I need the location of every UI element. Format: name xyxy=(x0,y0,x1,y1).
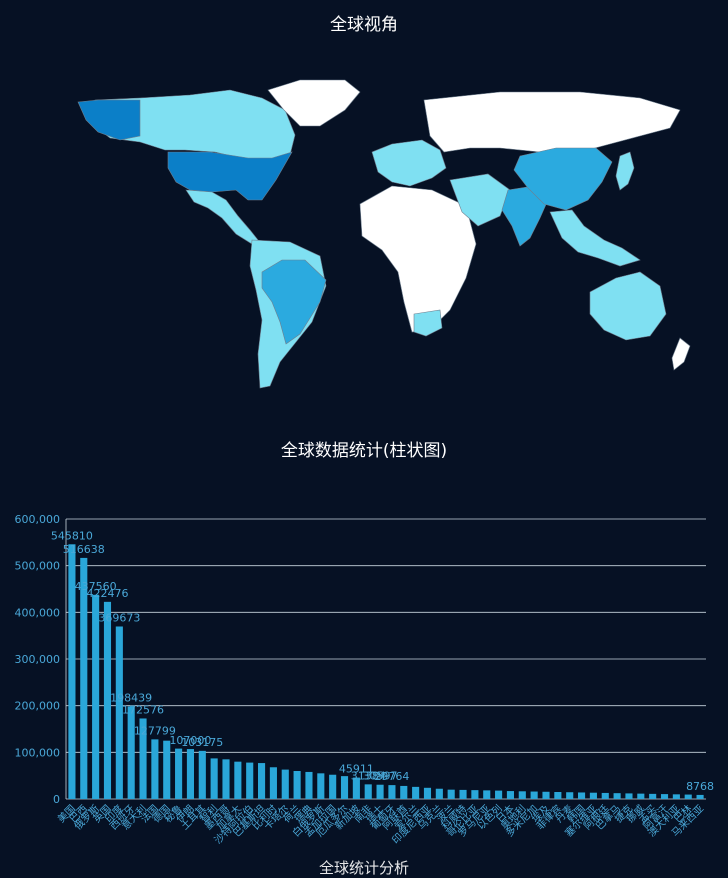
bar xyxy=(495,790,503,799)
bar xyxy=(613,793,621,799)
y-tick-label: 100,000 xyxy=(15,746,61,759)
bar xyxy=(175,748,183,799)
bar xyxy=(684,794,692,799)
bar xyxy=(163,740,171,799)
y-tick-label: 400,000 xyxy=(15,606,61,619)
bar xyxy=(80,557,88,799)
bar xyxy=(447,789,455,799)
bar xyxy=(364,784,372,799)
data-label: 8768 xyxy=(686,780,714,793)
map-region-australia[interactable] xyxy=(589,271,667,341)
data-label: 107000 xyxy=(169,734,211,747)
bar xyxy=(412,786,420,799)
data-label: 45911 xyxy=(339,763,374,776)
map-region-africa[interactable] xyxy=(359,185,477,333)
map-title: 全球视角 xyxy=(330,15,398,35)
bar xyxy=(186,749,194,799)
bar xyxy=(115,626,123,799)
data-label: 31384 xyxy=(351,769,386,782)
bar xyxy=(210,758,218,799)
bar xyxy=(127,706,135,799)
map-region-middle-east[interactable] xyxy=(449,173,511,227)
bar xyxy=(68,544,76,799)
bar xyxy=(471,790,479,799)
y-tick-label: 0 xyxy=(53,793,60,806)
data-label: 103175 xyxy=(181,736,223,749)
data-label: 422476 xyxy=(86,587,128,600)
map-region-united-states[interactable] xyxy=(167,151,293,201)
data-label: 369673 xyxy=(98,611,140,624)
bar xyxy=(578,792,586,799)
bar xyxy=(530,791,538,799)
map-region-alaska[interactable] xyxy=(77,99,141,141)
bar xyxy=(566,792,574,799)
bar xyxy=(305,771,313,799)
bar xyxy=(269,767,277,799)
bar xyxy=(589,792,597,799)
bar xyxy=(329,774,337,799)
bar xyxy=(234,761,242,799)
map-region-russia[interactable] xyxy=(423,91,681,153)
bar xyxy=(293,771,301,799)
bar xyxy=(483,790,491,799)
world-map[interactable] xyxy=(0,40,728,400)
bar xyxy=(601,792,609,799)
bar xyxy=(660,794,669,799)
footer-title-fragment: 全球统计分析 xyxy=(318,859,409,877)
y-tick-label: 500,000 xyxy=(15,560,61,573)
y-tick-label: 600,000 xyxy=(15,513,61,526)
bar xyxy=(435,788,443,799)
bar xyxy=(672,794,680,799)
bar xyxy=(258,763,266,799)
bar xyxy=(506,791,514,799)
bar xyxy=(317,773,325,799)
data-label: 127799 xyxy=(134,724,176,737)
map-region-southeast-asia[interactable] xyxy=(549,209,641,267)
bar xyxy=(696,794,704,799)
data-label: 198439 xyxy=(110,691,152,704)
bar xyxy=(388,785,396,799)
bar xyxy=(423,787,432,799)
data-label: 437560 xyxy=(75,580,117,593)
bar xyxy=(103,601,112,799)
bar xyxy=(246,762,254,799)
bar-chart: 0 100,000 200,000 300,000 400,000 500,000 600,… xyxy=(15,513,715,846)
bar xyxy=(92,594,100,799)
bar-chart-title: 全球数据统计(柱状图) xyxy=(280,441,448,461)
bar xyxy=(554,792,562,799)
map-region-brazil[interactable] xyxy=(261,259,327,345)
bar xyxy=(222,759,230,799)
data-label: 172576 xyxy=(122,703,164,716)
data-label: 30597 xyxy=(363,770,398,783)
map-region-greenland[interactable] xyxy=(267,79,361,127)
bar xyxy=(151,739,159,799)
bar xyxy=(400,785,408,799)
bar xyxy=(625,793,633,799)
bar xyxy=(352,777,360,799)
bar xyxy=(637,793,645,799)
bar xyxy=(376,784,384,799)
bar xyxy=(281,769,289,799)
map-region-japan[interactable] xyxy=(615,151,635,191)
bar xyxy=(139,718,147,799)
bar xyxy=(542,791,550,799)
bar xyxy=(340,776,349,799)
map-region-europe[interactable] xyxy=(371,139,447,187)
data-label: 29764 xyxy=(374,770,409,783)
map-region-new-zealand[interactable] xyxy=(671,337,691,371)
bar xyxy=(198,750,206,799)
bar xyxy=(459,789,467,799)
map-region-china[interactable] xyxy=(513,147,613,211)
data-label: 545810 xyxy=(51,529,93,542)
map-region-south-africa[interactable] xyxy=(413,309,443,337)
y-tick-label: 200,000 xyxy=(15,700,61,713)
data-label: 516638 xyxy=(63,543,105,556)
bar xyxy=(518,791,526,799)
y-tick-label: 300,000 xyxy=(15,653,61,666)
bar xyxy=(649,793,657,799)
